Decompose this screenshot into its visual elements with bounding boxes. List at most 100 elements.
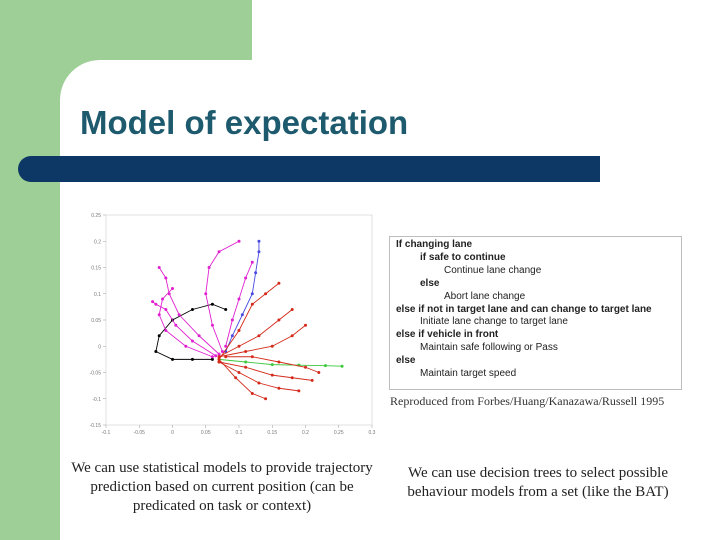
trajectory-point [161,297,165,301]
trajectory-point [277,386,281,390]
trajectory-point [277,318,281,322]
trajectory-point [270,363,274,367]
statistical-models-text: We can use statistical models to provide… [71,460,373,514]
decision-tree-line: Continue lane change [390,265,681,278]
trajectory-line [225,241,260,352]
trajectory-plot: 0.250.20.150.10.050-0.05-0.1-0.15-0.1 -0.… [90,213,376,435]
decision-tree-line: If changing lane [390,239,681,252]
decision-tree-box: If changing lane if safe to continue Conti… [389,236,682,390]
decision-tree-line: else if not in target lane and can chang… [390,304,681,317]
trajectory-point [237,297,241,301]
trajectory-point [230,318,234,322]
y-tick-label: 0.05 [91,318,101,324]
trajectory-point [190,339,194,343]
y-tick-label: 0.15 [91,266,101,272]
x-tick-label: 0.15 [267,430,277,435]
x-tick-label: 0.3 [369,430,376,435]
x-tick-label: -0.05 [134,430,146,435]
decision-tree-text: else if vehicle in front [396,329,499,341]
trajectory-point [277,360,281,364]
trajectory-line [152,301,216,357]
x-tick-label: 0.1 [236,430,243,435]
y-tick-label: -0.15 [90,423,102,429]
y-tick-label: -0.05 [90,371,102,377]
trajectory-point [290,376,294,380]
trajectory-point [244,365,248,369]
x-tick-label: -0.1 [102,430,111,435]
trajectory-line [225,262,253,347]
decision-tree-line: else [390,278,681,291]
trajectory-point [171,357,174,361]
slide-title: Model of expectation [80,104,409,141]
trajectory-point [197,334,201,338]
trajectory-point [217,360,221,364]
decision-tree-text: Abort lane change [444,290,526,302]
decision-tree-text: Maintain safe following or Pass [420,342,558,354]
trajectory-point [164,276,168,280]
trajectory-point [244,360,248,364]
trajectory-point [210,355,214,359]
trajectory-point [257,250,261,254]
trajectory-point [164,329,168,332]
trajectory-point [224,355,228,359]
x-tick-label: 0.2 [302,430,309,435]
trajectory-line [219,358,343,367]
trajectory-point [304,323,307,327]
x-tick-label: 0.25 [334,430,344,435]
decision-tree-line: Abort lane change [390,291,681,304]
decision-tree-text: Continue lane change [444,264,542,276]
trajectory-point [210,323,214,327]
trajectory-point [270,373,274,377]
trajectory-point [174,323,178,327]
x-tick-label: 0.05 [201,430,211,435]
trajectory-point [250,355,254,359]
trajectory-point [257,239,261,243]
decision-tree-line: Initiate lane change to target lane [390,316,681,329]
trajectory-point [244,276,248,280]
trajectory-point [167,292,171,296]
trajectory-point [237,344,241,348]
trajectory-point [157,266,161,269]
trajectory-point [217,352,221,356]
trajectory-point [264,292,268,296]
trajectory-point [310,378,314,382]
trajectory-line [158,267,220,355]
trajectory-point [237,239,241,243]
trajectory-line [218,282,280,360]
decision-tree-line: Maintain target speed [390,368,681,381]
y-tick-label: 0 [98,344,101,350]
trajectory-point [230,334,234,338]
trajectory-point [220,350,224,353]
trajectory-line [218,361,299,392]
decision-tree-text: else if not in target lane and can chang… [396,303,652,315]
trajectory-point [157,334,161,338]
trajectory-point [224,308,228,311]
trajectory-point [257,334,261,338]
trajectory-point [244,350,248,353]
trajectory-point [237,329,241,332]
trajectory-point [154,350,158,353]
trajectory-line [205,240,240,352]
trajectory-point [214,354,218,358]
trajectory-point [323,364,327,368]
trajectory-point [217,357,221,361]
decision-tree-text: Maintain target speed [420,368,517,380]
trajectory-point [151,300,155,304]
decision-tree-text: Initiate lane change to target lane [420,316,568,328]
trajectory-point [210,357,214,361]
trajectory-point [154,302,158,306]
title-underline-bar [18,156,600,182]
trajectory-point [237,371,241,374]
trajectory-point [164,308,168,311]
plot-frame [105,214,373,426]
trajectory-point [290,334,294,338]
trajectory-point [290,308,294,311]
trajectory-point [210,302,214,306]
trajectory-point [217,250,221,254]
trajectory-point [250,392,254,395]
x-tick-label: 0 [171,430,174,435]
trajectory-point [250,292,254,296]
trajectory-point [177,313,181,317]
trajectory-line [158,288,213,358]
trajectory-point [340,364,344,368]
